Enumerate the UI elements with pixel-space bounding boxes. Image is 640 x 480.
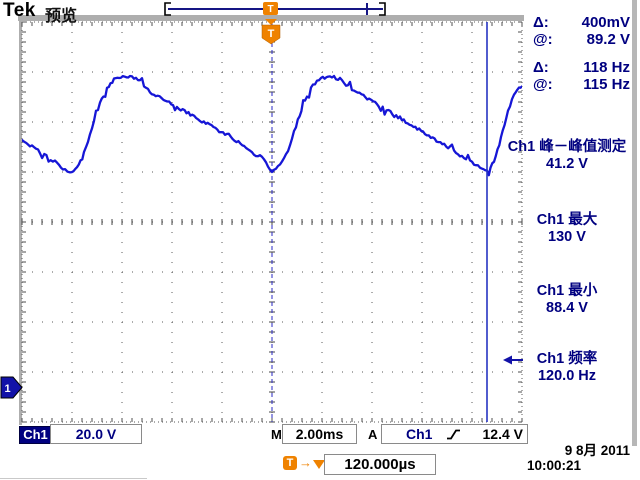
volts-per-div-readout: 20.0 V [50, 424, 142, 444]
at-icon: @: [533, 31, 553, 48]
delta-icon: Δ: [533, 14, 549, 31]
screen-bottom-border [0, 478, 147, 479]
date-value: 9 8月 2011 [564, 443, 630, 458]
tek-logo: Tek [3, 0, 36, 21]
svg-text:T: T [268, 28, 275, 40]
cursor-delta-frequency: Δ: 118 Hz [533, 59, 630, 76]
acquisition-mode-label: 预览 [45, 8, 78, 25]
measurement-value: 130 V [548, 228, 586, 245]
measurement-label: Ch1 最大 [536, 212, 598, 228]
trigger-position-marker[interactable]: T [261, 19, 281, 45]
time-value: 10:00:21 [527, 457, 582, 473]
measurement-label: Ch1 最小 [536, 283, 598, 299]
arrow-right-icon: → [299, 455, 312, 470]
trigger-t-icon: T [283, 456, 297, 470]
time-per-div-readout: 2.00ms [282, 424, 357, 444]
triangle-down-icon [313, 459, 325, 469]
channel1-badge: Ch1 [19, 426, 52, 444]
datetime-display: 9 8月 2011 10:00:21 [522, 443, 630, 473]
trigger-level-arrow[interactable] [503, 355, 523, 365]
delay-time-readout: 120.000µs [324, 454, 436, 475]
measurement-value: 41.2 V [546, 155, 588, 172]
cursor-at-frequency-value: 115 Hz [583, 76, 630, 93]
cursor-at-frequency: @: 115 Hz [533, 76, 630, 93]
cursor-delta-voltage-value: 400mV [581, 14, 630, 31]
trigger-channel-label: Ch1 [406, 426, 433, 442]
main-timebase-label: M [271, 427, 282, 442]
at-icon: @: [533, 76, 553, 93]
measurement-label: Ch1 频率 [536, 351, 598, 367]
ch1-trace [22, 74, 522, 177]
graticule-frame [18, 15, 524, 425]
measurement-min: Ch1 最小 88.4 V [496, 283, 638, 316]
measurement-label: Ch1 峰－峰值测定 [507, 139, 627, 155]
svg-text:1: 1 [4, 383, 10, 395]
cursor-delta-frequency-value: 118 Hz [583, 59, 630, 76]
measurement-frequency: Ch1 频率 120.0 Hz [496, 351, 638, 384]
trigger-source-label: A [368, 427, 378, 442]
cursor-at-voltage: @: 89.2 V [533, 31, 630, 48]
svg-text:T: T [267, 4, 273, 15]
delta-icon: Δ: [533, 59, 549, 76]
measurement-value: 120.0 Hz [537, 367, 597, 384]
delay-time-marker: T → [283, 456, 325, 470]
cursor-at-voltage-value: 89.2 V [586, 31, 630, 48]
cursor-readout: Δ: 400mV @: 89.2 V Δ: 118 Hz @: 115 Hz [533, 14, 630, 93]
channel1-ground-marker[interactable]: 1 [0, 376, 23, 399]
acquisition-window-bar: T [164, 2, 386, 16]
trigger-level-value: 12.4 V [482, 426, 523, 442]
measurement-value: 88.4 V [546, 299, 588, 316]
screen-right-border [632, 0, 637, 446]
rising-edge-icon [446, 428, 461, 441]
measurement-max: Ch1 最大 130 V [496, 212, 638, 245]
cursor-delta-voltage: Δ: 400mV [533, 14, 630, 31]
measurement-peak-to-peak: Ch1 峰－峰值测定 41.2 V [494, 139, 640, 172]
trigger-readout: Ch1 12.4 V [381, 424, 528, 444]
